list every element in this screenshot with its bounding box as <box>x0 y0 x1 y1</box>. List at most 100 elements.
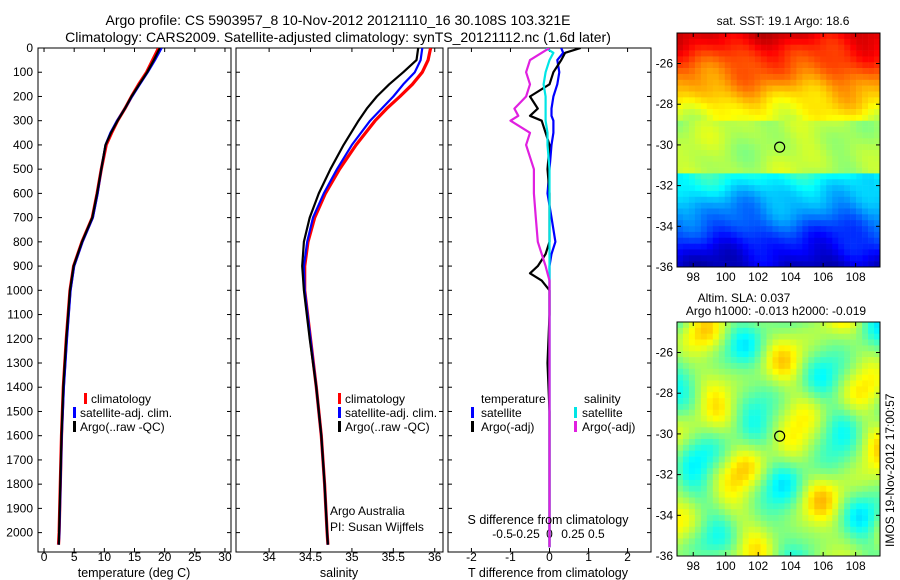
depth-tick-label: 800 <box>13 235 33 249</box>
sla-map-title2: Argo h1000: -0.013 h2000: -0.019 <box>686 304 866 318</box>
lon-tick-label: 98 <box>687 270 701 284</box>
lat-tick-label: -34 <box>656 508 674 522</box>
depth-tick-label: 1100 <box>7 308 33 322</box>
lon-tick-label: 102 <box>748 270 768 284</box>
t-difference-axis-label: T difference from climatology <box>468 566 629 580</box>
temperature-plot-frame <box>37 47 232 553</box>
legend-argo-swatch <box>338 421 341 432</box>
lon-tick-label: 104 <box>781 559 801 573</box>
lon-tick-label: 98 <box>687 559 701 573</box>
legend-sal-satellite-swatch <box>574 407 577 418</box>
temperature-series <box>56 48 163 545</box>
temperature-axis-label: temperature (deg C) <box>78 566 191 580</box>
legend-temperature-title: temperature <box>481 392 546 406</box>
lon-tick-label: 102 <box>748 559 768 573</box>
legend-argo-label: Argo(..raw -QC) <box>80 420 165 434</box>
depth-tick-label: 2000 <box>6 526 33 540</box>
x-tick-label: 0 <box>41 550 48 564</box>
top-tick-label: 0.5 <box>588 527 605 541</box>
sst-map-axes: 98 100 102 104 106 108 -26 -28 -30 -32 -34 -36 <box>656 33 880 284</box>
depth-tick-label: 400 <box>13 138 33 152</box>
x-tick-label: 35 <box>345 550 359 564</box>
depth-tick-label: 100 <box>13 65 33 79</box>
lon-tick-label: 104 <box>781 270 801 284</box>
lat-tick-label: -26 <box>656 346 674 360</box>
sla-map <box>677 322 881 557</box>
legend-argo-label: Argo(..raw -QC) <box>345 420 430 434</box>
lon-tick-label: 106 <box>813 559 833 573</box>
argo-line <box>301 48 420 545</box>
legend-climatology-swatch <box>84 393 87 404</box>
lon-tick-label: 100 <box>716 270 736 284</box>
difference-series <box>509 48 582 548</box>
depth-tick-label: 1700 <box>6 453 33 467</box>
x-tick-label: 15 <box>128 550 142 564</box>
depth-tick-label: 1300 <box>6 356 33 370</box>
sal-argo-line <box>509 48 551 548</box>
legend-climatology-swatch <box>338 393 341 404</box>
x-tick-label: 20 <box>158 550 172 564</box>
sla-map-title1: Altim. SLA: 0.037 <box>698 291 791 305</box>
x-tick-label: 5 <box>71 550 78 564</box>
legend-satellite-label: satellite-adj. clim. <box>345 406 437 420</box>
temperature-legend: climatology satellite-adj. clim. Argo(..… <box>73 392 172 434</box>
difference-legend: temperature salinity satellite Argo(-adj… <box>471 392 635 434</box>
sst-map-title: sat. SST: 19.1 Argo: 18.6 <box>717 14 850 28</box>
sst-map-frame <box>676 32 881 268</box>
lat-tick-label: -26 <box>656 57 674 71</box>
legend-climatology-label: climatology <box>91 392 151 406</box>
x-tick-label: 34 <box>262 550 276 564</box>
depth-tick-label: 700 <box>13 211 33 225</box>
legend-climatology-label: climatology <box>345 392 405 406</box>
figure-title-line1: Argo profile: CS 5903957_8 10-Nov-2012 2… <box>106 12 571 28</box>
x-tick-label: -2 <box>466 550 477 564</box>
lon-tick-label: 106 <box>813 270 833 284</box>
top-tick-label: -0.5 <box>492 527 513 541</box>
depth-tick-label: 1000 <box>6 283 33 297</box>
x-tick-label: 30 <box>218 550 232 564</box>
x-tick-label: 1 <box>585 550 592 564</box>
depth-tick-label: 0 <box>26 41 33 55</box>
depth-tick-label: 900 <box>13 259 33 273</box>
legend-temp-argo-label: Argo(-adj) <box>481 420 534 434</box>
lat-tick-label: -28 <box>656 386 674 400</box>
lat-tick-label: -34 <box>656 219 674 233</box>
depth-tick-label: 1600 <box>6 429 33 443</box>
lon-tick-label: 108 <box>846 270 866 284</box>
lat-tick-label: -32 <box>656 468 674 482</box>
depth-tick-label: 200 <box>13 89 33 103</box>
depth-tick-label: 1900 <box>6 501 33 515</box>
legend-satellite-swatch <box>338 407 341 418</box>
legend-satellite-label: satellite-adj. clim. <box>80 406 172 420</box>
depth-tick-label: 1400 <box>6 380 33 394</box>
x-tick-label: 36 <box>428 550 442 564</box>
depth-tick-label: 1200 <box>6 332 33 346</box>
lat-tick-label: -32 <box>656 179 674 193</box>
top-tick-label: 0.25 <box>561 527 585 541</box>
x-tick-label: 2 <box>624 550 631 564</box>
legend-temp-argo-swatch <box>471 421 474 432</box>
lat-tick-label: -36 <box>656 260 674 274</box>
sla-map-frame <box>676 321 881 557</box>
lat-tick-label: -30 <box>656 427 674 441</box>
depth-tick-label: 600 <box>13 186 33 200</box>
x-tick-label: 10 <box>98 550 112 564</box>
sst-map <box>677 33 881 268</box>
x-tick-label: 25 <box>188 550 202 564</box>
x-tick-label: 35.5 <box>382 550 406 564</box>
legend-sal-argo-label: Argo(-adj) <box>582 420 635 434</box>
credit-line2: PI: Susan Wijffels <box>330 520 424 534</box>
legend-sal-argo-swatch <box>574 421 577 432</box>
imos-timestamp: IMOS 19-Nov-2012 17:00:57 <box>883 393 897 547</box>
x-tick-label: 0 <box>546 550 553 564</box>
float-position-marker <box>774 141 786 153</box>
lat-tick-label: -30 <box>656 138 674 152</box>
x-tick-label: 34.5 <box>299 550 323 564</box>
lon-tick-label: 100 <box>716 559 736 573</box>
legend-argo-swatch <box>73 421 76 432</box>
float-position-marker <box>774 430 786 442</box>
lat-tick-label: -36 <box>656 549 674 563</box>
lon-tick-label: 108 <box>846 559 866 573</box>
figure-title-line2: Climatology: CARS2009. Satellite-adjuste… <box>65 29 611 45</box>
